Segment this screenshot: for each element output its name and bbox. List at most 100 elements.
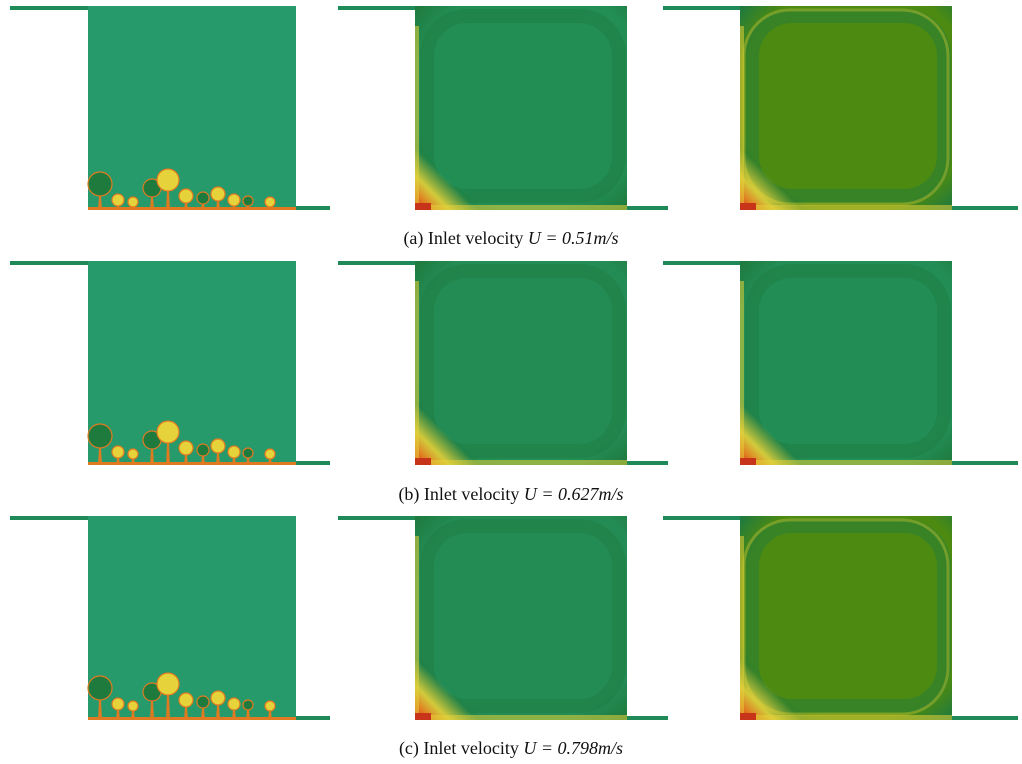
vortex-ring [745,9,951,203]
thermal-plume [150,449,154,465]
contour-plot [338,261,668,465]
hot-spot [415,458,431,465]
thermal-plume [98,448,102,465]
wall-layer-bottom [740,460,952,465]
thermal-plume [127,700,139,712]
contour-plot [10,6,330,210]
panel-c-1 [10,510,330,725]
thermal-plume [196,695,210,709]
caption-a-math: U = 0.51m/s [527,228,619,248]
inlet-pipe [663,261,742,265]
caption-b-math: U = 0.627m/s [523,484,624,504]
hot-layer [88,717,296,720]
contour-plot [663,261,1018,465]
vortex-ring [745,519,951,713]
thermal-plume [156,672,180,696]
thermal-plume [184,707,188,720]
thermal-plume [166,695,170,720]
thermal-plume [210,690,226,706]
caption-b-prefix: (b) Inlet velocity [398,484,524,504]
caption-a-prefix: (a) Inlet velocity [403,228,528,248]
vortex-ring [420,9,626,203]
panel-c-2 [338,510,668,725]
thermal-plume [150,701,154,720]
thermal-plume [210,438,226,454]
thermal-plume [264,700,276,712]
hot-corner [415,630,505,720]
thermal-plume [196,191,210,205]
thermal-plume [111,193,125,207]
contour-plot [338,516,668,720]
hot-spot [415,203,431,210]
hot-spot [740,713,756,720]
panel-b-3 [663,255,1018,470]
inlet-pipe [338,6,417,10]
wall-layer-bottom [415,715,627,720]
thermal-plume [98,196,102,210]
hot-corner [740,375,830,465]
outlet-pipe [294,206,330,210]
wall-layer-bottom [415,460,627,465]
thermal-plume [127,448,139,460]
contour-plot [10,516,330,720]
thermal-plume [264,448,276,460]
panel-b-1 [10,255,330,470]
outlet-pipe [950,461,1018,465]
inlet-pipe [663,6,742,10]
panel-c-3 [663,510,1018,725]
thermal-plume [111,445,125,459]
caption-a: (a) Inlet velocity U = 0.51m/s [0,228,1022,249]
thermal-plume [150,197,154,210]
outlet-pipe [950,206,1018,210]
vortex-ring [420,519,626,713]
caption-b: (b) Inlet velocity U = 0.627m/s [0,484,1022,505]
thermal-plume [87,423,113,449]
inlet-pipe [338,516,417,520]
cavity [88,6,296,210]
wall-layer-left [740,26,744,206]
outlet-pipe [950,716,1018,720]
vortex-ring [420,264,626,458]
inlet-pipe [10,261,90,265]
hot-corner [415,375,505,465]
thermal-plume [98,700,102,720]
caption-c-math: U = 0.798m/s [523,738,624,758]
outlet-pipe [294,461,330,465]
wall-layer-left [415,281,419,461]
thermal-plume [196,443,210,457]
wall-layer-left [740,281,744,461]
inlet-pipe [338,261,417,265]
vortex-ring [745,264,951,458]
outlet-pipe [294,716,330,720]
thermal-plume [127,196,139,208]
hot-layer [88,207,296,210]
outlet-pipe [625,716,668,720]
thermal-plume [242,195,254,207]
panel-a-1 [10,0,330,215]
hot-spot [740,203,756,210]
wall-layer-bottom [740,205,952,210]
panel-a-3 [663,0,1018,215]
cavity [88,261,296,465]
thermal-plume [216,705,220,720]
hot-spot [415,713,431,720]
contour-plot [663,516,1018,720]
caption-c: (c) Inlet velocity U = 0.798m/s [0,738,1022,759]
hot-corner [740,120,830,210]
cavity [88,516,296,720]
caption-c-prefix: (c) Inlet velocity [398,738,524,758]
wall-layer-bottom [415,205,627,210]
thermal-plume [242,699,254,711]
thermal-plume [178,188,194,204]
thermal-plume [166,443,170,465]
wall-layer-left [415,536,419,716]
thermal-plume [178,440,194,456]
thermal-plume [87,171,113,197]
wall-layer-bottom [740,715,952,720]
thermal-plume [210,186,226,202]
thermal-plume [264,196,276,208]
outlet-pipe [625,461,668,465]
thermal-plume [178,692,194,708]
wall-layer-left [415,26,419,206]
thermal-plume [156,168,180,192]
